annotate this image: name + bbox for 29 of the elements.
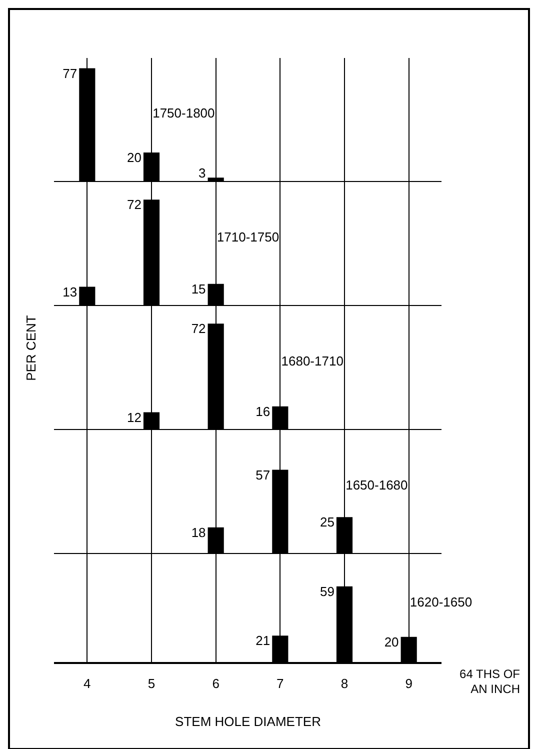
x-tick-label: 9 <box>405 676 412 692</box>
data-label: 13 <box>62 284 78 300</box>
x-tick-label: 4 <box>84 676 91 692</box>
data-label: 15 <box>191 281 206 296</box>
data-label: 72 <box>191 321 206 336</box>
y-axis-title: PER CENT <box>24 315 39 381</box>
text: 1620-1650 <box>410 594 472 610</box>
data-label: 20 <box>126 150 142 166</box>
text: 1680-1710 <box>281 353 344 368</box>
text: 1650-1680 <box>346 477 408 492</box>
data-label: 3 <box>198 166 206 181</box>
x-tick-label: 8 <box>340 676 348 692</box>
text: 1710-1750 <box>216 229 280 244</box>
text: 64 THS OF AN INCH <box>460 667 520 696</box>
data-label: 21 <box>256 633 270 648</box>
text: 1750-1800 <box>152 105 215 120</box>
data-label: 16 <box>256 404 270 419</box>
x-tick-label: 5 <box>148 676 156 692</box>
x-tick-label: 7 <box>276 676 284 692</box>
data-label: 12 <box>126 410 142 425</box>
x-tick-label: 6 <box>212 676 220 692</box>
x-axis-title: STEM HOLE DIAMETER <box>175 714 321 729</box>
data-label: 25 <box>320 514 334 530</box>
data-label: 18 <box>191 524 206 540</box>
data-label: 20 <box>384 634 399 650</box>
data-label: 72 <box>126 197 142 212</box>
data-label: 77 <box>62 66 78 81</box>
data-label: 59 <box>320 584 334 599</box>
data-label: 57 <box>256 467 270 482</box>
